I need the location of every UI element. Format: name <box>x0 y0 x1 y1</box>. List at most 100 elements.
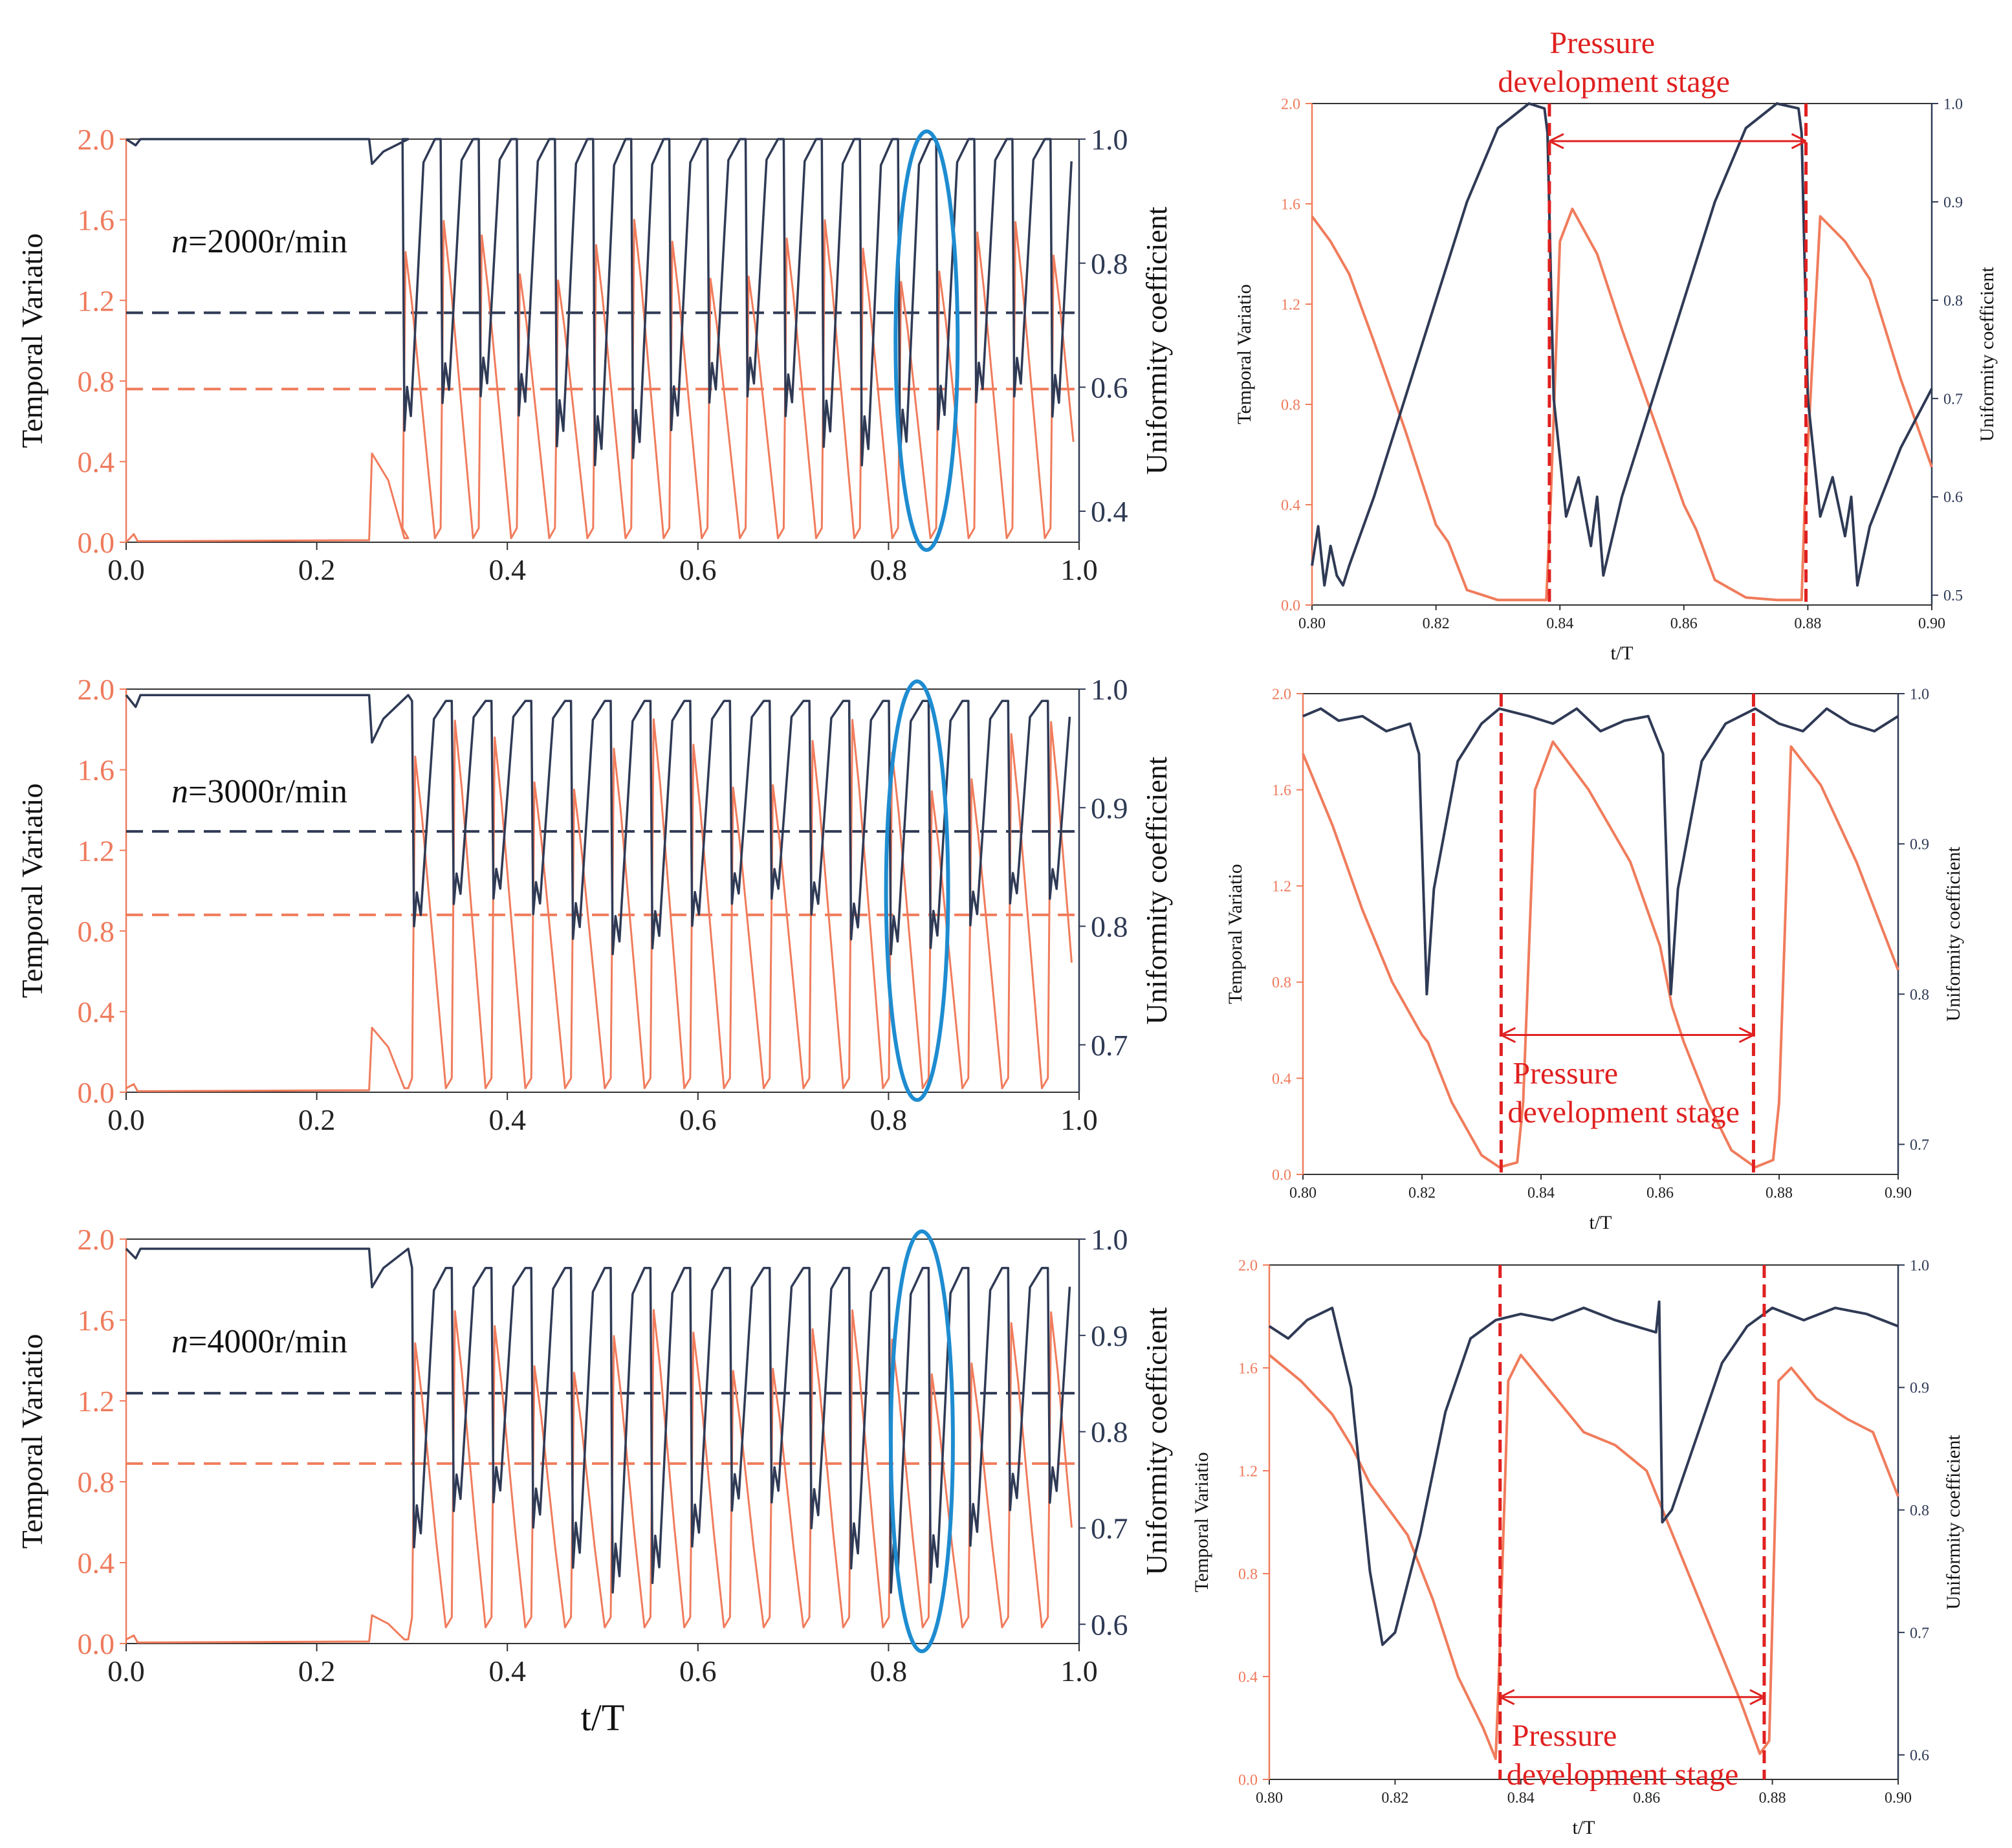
temporal-variation-line <box>126 718 1073 1092</box>
speed-label: n=4000r/min <box>171 1323 347 1360</box>
uniformity-coefficient-line <box>125 694 1071 956</box>
left-axis-title: Temporal Variatio <box>1234 284 1255 424</box>
annotation-line-1: Pressure <box>1512 1719 1617 1753</box>
x-tick-label: 1.0 <box>1060 1103 1098 1136</box>
left-y-tick-label: 0.0 <box>1281 597 1300 614</box>
stage-arrow-head-right <box>1738 1027 1755 1043</box>
plot-frame <box>1311 103 1932 606</box>
left-y-tick-label: 1.6 <box>1281 196 1300 213</box>
highlight-ellipse <box>884 679 950 1102</box>
right-y-tick-label: 0.8 <box>1091 247 1128 280</box>
x-tick-label: 0.82 <box>1381 1790 1408 1807</box>
highlight-ellipse <box>888 1229 955 1653</box>
left-axis-title: Temporal Variatio <box>16 234 49 448</box>
x-tick-label: 0.82 <box>1408 1185 1436 1202</box>
left-y-tick-label: 0.8 <box>78 915 115 948</box>
temporal-variation-line <box>125 219 1075 544</box>
x-tick-label: 0.6 <box>679 553 717 586</box>
speed-value: =2000r/min <box>188 223 347 260</box>
x-axis-title: t/T <box>581 1697 625 1739</box>
right-y-tick-label: 1.0 <box>1091 673 1128 706</box>
right-y-tick-label: 0.7 <box>1910 1625 1929 1642</box>
chart-panel-p3: 0.0 0.2 0.4 0.6 0.8 1.0 0.0 0.4 0.8 1.2 1.6 2.0 0.6 0… <box>16 1223 1173 1739</box>
x-tick-label: 0.4 <box>488 553 526 586</box>
left-y-tick-label: 2.0 <box>78 1223 115 1256</box>
left-axis-title: Temporal Variatio <box>16 1334 49 1549</box>
right-y-tick-label: 0.9 <box>1091 791 1128 824</box>
right-y-tick-label: 0.6 <box>1091 371 1128 404</box>
stage-arrow-head-left <box>1500 1689 1515 1706</box>
left-y-tick-label: 0.0 <box>78 1076 115 1109</box>
right-axis-title: Uniformity coefficient <box>1976 267 1998 442</box>
left-y-tick-label: 1.2 <box>1272 879 1291 896</box>
x-tick-label: 0.90 <box>1885 1185 1912 1202</box>
x-axis-title: t/T <box>1590 1212 1612 1233</box>
x-tick-label: 0.82 <box>1423 615 1450 632</box>
x-tick-label: 0.2 <box>298 553 336 586</box>
annotation-line-2: development stage <box>1498 65 1730 99</box>
right-y-tick-label: 0.7 <box>1091 1512 1128 1545</box>
speed-symbol: n <box>171 1323 188 1360</box>
left-y-tick-label: 2.0 <box>1238 1257 1258 1274</box>
right-y-tick-label: 1.0 <box>1910 1257 1929 1274</box>
highlight-ellipse <box>893 129 960 552</box>
chart-panel-p1: 0.0 0.2 0.4 0.6 0.8 1.0 0.0 0.4 0.8 1.2 1.6 2.0 0.4 0… <box>16 123 1173 586</box>
right-y-tick-label: 1.0 <box>1091 123 1128 156</box>
x-tick-label: 0.84 <box>1507 1790 1535 1807</box>
uniformity-coefficient-line <box>1268 1300 1899 1646</box>
left-axis-title: Temporal Variatio <box>1225 864 1246 1004</box>
left-y-tick-label: 1.6 <box>78 204 115 237</box>
x-tick-label: 0.8 <box>870 1103 908 1136</box>
right-y-tick-label: 0.9 <box>1091 1319 1128 1352</box>
temporal-variation-line <box>1311 207 1933 602</box>
x-tick-label: 0.2 <box>298 1103 336 1136</box>
right-y-tick-label: 0.6 <box>1091 1608 1128 1641</box>
left-y-tick-label: 0.8 <box>1238 1566 1258 1583</box>
left-y-tick-label: 2.0 <box>78 673 115 706</box>
left-y-tick-label: 1.6 <box>1272 782 1291 799</box>
x-tick-label: 0.0 <box>107 1655 145 1688</box>
x-tick-label: 0.88 <box>1766 1185 1793 1202</box>
x-tick-label: 0.2 <box>298 1655 336 1688</box>
left-y-tick-label: 0.0 <box>78 1627 115 1660</box>
left-y-tick-label: 0.8 <box>1281 397 1300 413</box>
x-tick-label: 0.80 <box>1289 1185 1317 1202</box>
left-y-tick-label: 1.6 <box>78 754 115 787</box>
x-tick-label: 0.86 <box>1646 1185 1674 1202</box>
right-y-tick-label: 0.8 <box>1910 1502 1929 1519</box>
temporal-variation-line <box>1268 1354 1899 1761</box>
annotation-line-1: Pressure <box>1549 26 1655 60</box>
plot-frame <box>126 688 1080 1093</box>
left-y-tick-label: 2.0 <box>78 123 115 156</box>
uniformity-coefficient-line <box>126 138 1073 467</box>
left-y-tick-label: 1.2 <box>1238 1463 1258 1480</box>
x-tick-label: 0.0 <box>107 1103 145 1136</box>
x-tick-label: 0.6 <box>679 1103 717 1136</box>
left-y-tick-label: 0.4 <box>78 996 115 1029</box>
left-y-tick-label: 0.4 <box>1272 1071 1291 1088</box>
right-y-tick-label: 1.0 <box>1910 686 1929 703</box>
right-y-tick-label: 1.0 <box>1091 1223 1128 1256</box>
right-y-tick-label: 0.8 <box>1943 292 1963 309</box>
right-y-tick-label: 0.6 <box>1943 489 1963 506</box>
chart-panel-z2: 0.80 0.82 0.84 0.86 0.88 0.90 0.0 0.4 0.8 1.2 1.6 2… <box>1225 686 1964 1233</box>
x-tick-label: 0.90 <box>1918 615 1945 632</box>
right-y-tick-label: 0.8 <box>1910 987 1929 1004</box>
left-y-tick-label: 2.0 <box>1272 686 1291 703</box>
left-y-tick-label: 0.4 <box>1238 1669 1258 1686</box>
speed-symbol: n <box>171 223 188 260</box>
temporal-variation-line <box>1302 740 1899 1169</box>
uniformity-coefficient-line <box>1311 102 1933 587</box>
right-y-tick-label: 0.9 <box>1910 837 1929 853</box>
right-axis-title: Uniformity coefficient <box>1943 1435 1964 1610</box>
left-y-tick-label: 0.0 <box>1272 1167 1291 1183</box>
annotation-line-1: Pressure <box>1513 1057 1618 1091</box>
speed-symbol: n <box>171 773 188 810</box>
right-y-tick-label: 0.8 <box>1091 910 1128 943</box>
x-tick-label: 1.0 <box>1060 1655 1098 1688</box>
right-y-tick-label: 0.7 <box>1091 1029 1128 1062</box>
right-y-tick-label: 0.6 <box>1910 1748 1929 1765</box>
left-y-tick-label: 1.2 <box>78 834 115 867</box>
left-y-tick-label: 2.0 <box>1281 96 1300 113</box>
